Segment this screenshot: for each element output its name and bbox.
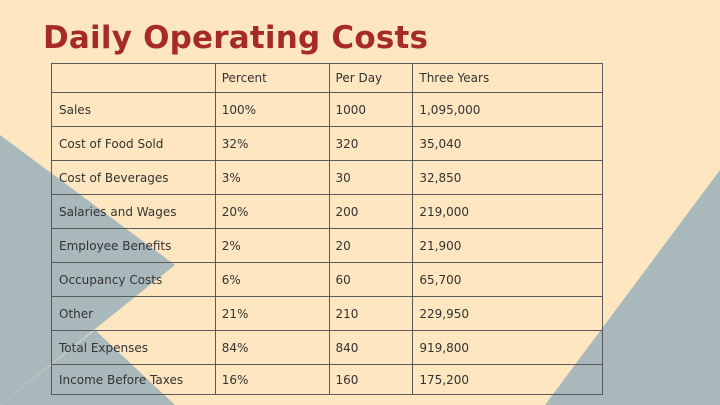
cell-per-day: 1000 xyxy=(328,92,414,127)
cell-three-years: 229,950 xyxy=(412,296,603,331)
header-per-day: Per Day xyxy=(328,63,414,93)
table-row: Cost of Food Sold 32% 320 35,040 xyxy=(51,126,603,161)
row-label-text: Employee Benefits xyxy=(59,238,172,253)
cell-percent: 3% xyxy=(214,160,330,195)
table-row: Total Expenses 84% 840 919,800 xyxy=(51,330,603,365)
cell-per-day: 30 xyxy=(328,160,414,195)
cell-per-day: 200 xyxy=(328,194,414,229)
header-percent: Percent xyxy=(214,63,330,93)
cell-three-years: 919,800 xyxy=(412,330,603,365)
cell-three-years: 1,095,000 xyxy=(412,92,603,127)
cell-percent: 32% xyxy=(214,126,330,161)
row-label: Employee Benefits xyxy=(51,228,216,263)
cell-percent: 100% xyxy=(214,92,330,127)
row-label: Income Before Taxes xyxy=(51,364,216,395)
table-row: Occupancy Costs 6% 60 65,700 xyxy=(51,262,603,297)
cell-percent: 16% xyxy=(214,364,330,395)
cell-per-day: 320 xyxy=(328,126,414,161)
row-label: Cost of Food Sold xyxy=(51,126,216,161)
costs-table: Percent Per Day Three Years Sales 100% 100… xyxy=(51,63,603,395)
table-row: Salaries and Wages 20% 200 219,000 xyxy=(51,194,603,229)
row-label-text: Income Before Taxes xyxy=(59,372,184,387)
table-row: Employee Benefits 2% 20 21,900 xyxy=(51,228,603,263)
row-label-text: Other xyxy=(59,306,94,321)
cell-percent: 20% xyxy=(214,194,330,229)
row-label-text: Total Expenses xyxy=(59,340,149,355)
row-label-text: Salaries and Wages xyxy=(59,204,177,219)
cell-per-day: 60 xyxy=(328,262,414,297)
row-label: Salaries and Wages xyxy=(51,194,216,229)
cell-percent: 21% xyxy=(214,296,330,331)
cell-three-years: 35,040 xyxy=(412,126,603,161)
cell-per-day: 20 xyxy=(328,228,414,263)
header-cell-empty xyxy=(51,63,216,93)
table-row: Cost of Beverages 3% 30 32,850 xyxy=(51,160,603,195)
cell-percent: 6% xyxy=(214,262,330,297)
row-label: Total Expenses xyxy=(51,330,216,365)
table-row: Other 21% 210 229,950 xyxy=(51,296,603,331)
cell-three-years: 65,700 xyxy=(412,262,603,297)
row-label: Cost of Beverages xyxy=(51,160,216,195)
cell-per-day: 840 xyxy=(328,330,414,365)
row-label-text: Cost of Food Sold xyxy=(59,136,164,151)
row-label-text: Cost of Beverages xyxy=(59,170,169,185)
page-title: Daily Operating Costs xyxy=(43,20,429,56)
row-label-text: Occupancy Costs xyxy=(59,272,163,287)
row-label: Occupancy Costs xyxy=(51,262,216,297)
cell-per-day: 210 xyxy=(328,296,414,331)
cell-three-years: 175,200 xyxy=(412,364,603,395)
cell-three-years: 32,850 xyxy=(412,160,603,195)
row-label: Sales xyxy=(51,92,216,127)
table-row: Sales 100% 1000 1,095,000 xyxy=(51,92,603,127)
cell-percent: 2% xyxy=(214,228,330,263)
table-row: Income Before Taxes 16% 160 175,200 xyxy=(51,364,603,395)
header-three-years: Three Years xyxy=(412,63,603,93)
cell-three-years: 219,000 xyxy=(412,194,603,229)
row-label: Other xyxy=(51,296,216,331)
table-header-row: Percent Per Day Three Years xyxy=(51,63,603,93)
cell-per-day: 160 xyxy=(328,364,414,395)
cell-percent: 84% xyxy=(214,330,330,365)
row-label-text: Sales xyxy=(59,102,91,117)
cell-three-years: 21,900 xyxy=(412,228,603,263)
